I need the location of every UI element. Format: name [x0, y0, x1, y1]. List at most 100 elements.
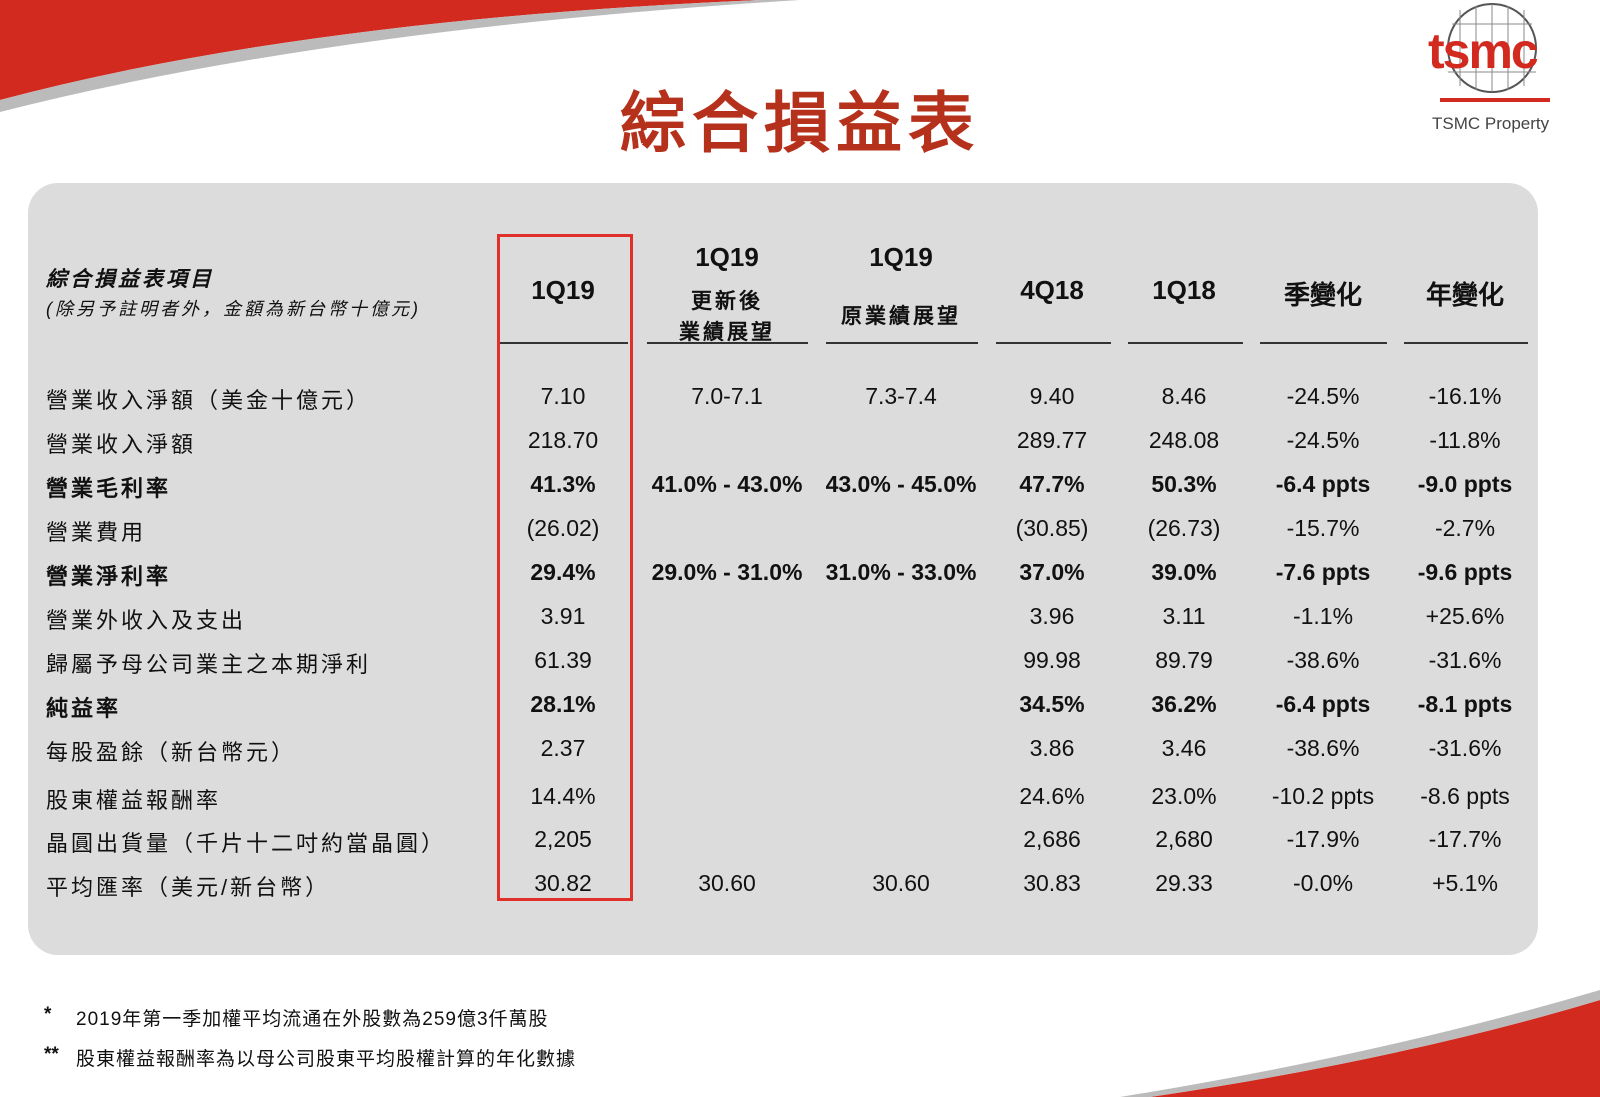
- header-underline: [826, 342, 978, 344]
- table-cell: 2,205: [534, 826, 592, 852]
- table-cell: 29.4%: [530, 559, 596, 585]
- row-label: 營業收入淨額: [46, 432, 197, 457]
- table-cell: 99.98: [1023, 647, 1081, 673]
- table-cell: 29.0% - 31.0%: [651, 559, 803, 585]
- table-cell: 36.2%: [1151, 691, 1217, 717]
- table-cell: 2,680: [1155, 826, 1213, 852]
- table-panel: [28, 183, 1538, 955]
- header-underline: [500, 342, 628, 344]
- table-cell: -7.6 ppts: [1275, 559, 1371, 585]
- table-cell: 2,686: [1023, 826, 1081, 852]
- table-cell: 3.91: [540, 603, 586, 629]
- header-underline: [1128, 342, 1243, 344]
- table-cell: -6.4 ppts: [1275, 471, 1371, 497]
- property-label: TSMC Property: [1432, 114, 1550, 133]
- table-cell: -8.1 ppts: [1417, 691, 1513, 717]
- table-cell: -15.7%: [1286, 515, 1360, 541]
- footnote-mark: **: [44, 1044, 59, 1065]
- logo: tsmc: [1428, 23, 1539, 79]
- table-cell: 14.4%: [530, 783, 596, 809]
- row-label: 歸屬予母公司業主之本期淨利: [46, 652, 372, 677]
- table-cell: 7.0-7.1: [691, 383, 763, 409]
- column-header: 1Q19: [695, 242, 759, 272]
- table-cell: 28.1%: [530, 691, 596, 717]
- table-cell: -16.1%: [1428, 383, 1502, 409]
- table-cell: -8.6 ppts: [1420, 783, 1510, 809]
- table-cell: 37.0%: [1019, 559, 1085, 585]
- table-cell: 7.3-7.4: [865, 383, 937, 409]
- label-header: 綜合損益表項目: [46, 268, 214, 291]
- header-underline: [1404, 342, 1528, 344]
- table-cell: 2.37: [540, 735, 586, 761]
- footnote-text: 2019年第一季加權平均流通在外股數為259億3仟萬股: [76, 1009, 549, 1030]
- column-header-note: 業績展望: [679, 321, 775, 344]
- table-cell: 47.7%: [1019, 471, 1085, 497]
- header-underline: [996, 342, 1111, 344]
- table-cell: -31.6%: [1428, 735, 1502, 761]
- table-cell: 30.60: [698, 870, 756, 896]
- header-underline: [1260, 342, 1387, 344]
- table-cell: -38.6%: [1286, 735, 1360, 761]
- table-cell: -24.5%: [1286, 427, 1360, 453]
- table-cell: -9.6 ppts: [1417, 559, 1513, 585]
- table-cell: (26.02): [526, 515, 600, 541]
- table-cell: 34.5%: [1019, 691, 1085, 717]
- table-cell: (30.85): [1015, 515, 1089, 541]
- table-cell: 61.39: [534, 647, 592, 673]
- table-cell: -0.0%: [1292, 870, 1354, 896]
- table-cell: 3.11: [1162, 603, 1206, 629]
- header-underline: [647, 342, 808, 344]
- column-header: 4Q18: [1020, 275, 1084, 305]
- table-cell: 39.0%: [1151, 559, 1217, 585]
- row-label: 平均匯率（美元/新台幣）: [46, 875, 331, 900]
- row-label: 營業費用: [46, 520, 147, 545]
- table-cell: 3.46: [1161, 735, 1207, 761]
- footnote-mark: *: [44, 1004, 52, 1025]
- table-cell: -2.7%: [1434, 515, 1496, 541]
- column-header: 季變化: [1283, 280, 1363, 310]
- column-header: 年變化: [1425, 280, 1505, 310]
- column-header-note: 更新後: [691, 290, 763, 313]
- table-cell: 31.0% - 33.0%: [825, 559, 977, 585]
- table-cell: -10.2 ppts: [1271, 783, 1375, 809]
- table-cell: 89.79: [1155, 647, 1213, 673]
- table-cell: -17.9%: [1286, 826, 1360, 852]
- table-cell: -6.4 ppts: [1275, 691, 1371, 717]
- highlight-box: [497, 234, 633, 901]
- table-cell: -17.7%: [1428, 826, 1502, 852]
- table-cell: +5.1%: [1432, 870, 1498, 896]
- table-cell: +25.6%: [1425, 603, 1505, 629]
- table-cell: -31.6%: [1428, 647, 1502, 673]
- column-header: 1Q19: [869, 242, 933, 272]
- row-label: 每股盈餘（新台幣元）: [46, 740, 297, 765]
- row-label: 純益率: [46, 696, 122, 721]
- column-header: 1Q18: [1152, 275, 1216, 305]
- table-cell: 8.46: [1161, 383, 1207, 409]
- table-cell: 23.0%: [1151, 783, 1217, 809]
- table-cell: 3.86: [1029, 735, 1075, 761]
- footnote-text: 股東權益報酬率為以母公司股東平均股權計算的年化數據: [76, 1049, 577, 1070]
- column-header: 1Q19: [531, 275, 595, 305]
- row-label: 營業收入淨額（美金十億元）: [46, 388, 372, 413]
- table-cell: -11.8%: [1429, 427, 1501, 453]
- table-cell: 7.10: [540, 383, 586, 409]
- table-cell: -9.0 ppts: [1417, 471, 1513, 497]
- table-cell: 218.70: [527, 427, 599, 453]
- table-cell: (26.73): [1147, 515, 1221, 541]
- table-cell: 29.33: [1155, 870, 1213, 896]
- page-title: 綜合損益表: [620, 88, 980, 161]
- table-cell: 9.40: [1029, 383, 1075, 409]
- table-cell: -24.5%: [1286, 383, 1360, 409]
- table-cell: 30.82: [534, 870, 592, 896]
- row-label: 營業外收入及支出: [46, 608, 247, 633]
- table-cell: 289.77: [1016, 427, 1088, 453]
- table-cell: 41.0% - 43.0%: [651, 471, 803, 497]
- table-cell: 43.0% - 45.0%: [825, 471, 977, 497]
- table-cell: 41.3%: [530, 471, 596, 497]
- table-cell: 248.08: [1148, 427, 1220, 453]
- row-label: 晶圓出貨量（千片十二吋約當晶圓）: [46, 831, 447, 856]
- row-label: 營業毛利率: [46, 476, 172, 501]
- table-cell: 3.96: [1029, 603, 1075, 629]
